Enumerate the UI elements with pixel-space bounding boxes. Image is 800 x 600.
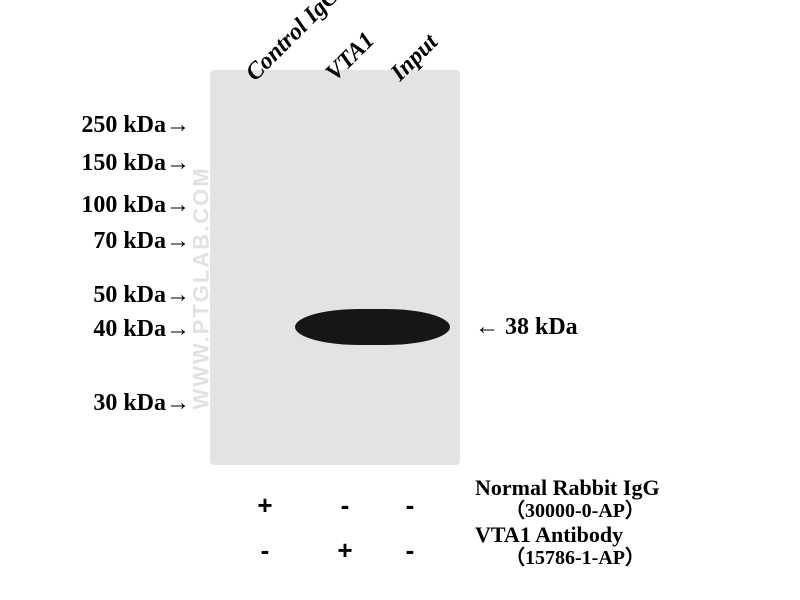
mw-marker: 40 kDa→ bbox=[45, 316, 190, 343]
arrow-right-icon: → bbox=[166, 282, 190, 309]
minus-symbol: - bbox=[255, 535, 275, 566]
mw-marker-text: 30 kDa bbox=[93, 390, 166, 416]
mw-marker-text: 250 kDa bbox=[81, 112, 166, 138]
minus-symbol: - bbox=[335, 490, 355, 521]
minus-symbol: - bbox=[400, 490, 420, 521]
mw-marker-text: 70 kDa bbox=[93, 228, 166, 254]
mw-marker-text: 40 kDa bbox=[93, 316, 166, 342]
watermark-text: WWW.PTGLAB.COM bbox=[189, 166, 215, 409]
antibody-name: Normal Rabbit IgG bbox=[475, 476, 660, 500]
plus-symbol: + bbox=[335, 535, 355, 566]
plus-symbol: + bbox=[255, 490, 275, 521]
blot-figure: WWW.PTGLAB.COM ← 38 kDa Control IgGVTA1I… bbox=[0, 0, 800, 600]
mw-marker: 100 kDa→ bbox=[45, 192, 190, 219]
observed-band-text: 38 kDa bbox=[505, 314, 578, 340]
mw-marker-text: 100 kDa bbox=[81, 192, 166, 218]
arrow-left-icon: ← bbox=[475, 314, 499, 341]
antibody-catalog: （30000-0-AP） bbox=[475, 500, 660, 522]
arrow-right-icon: → bbox=[166, 192, 190, 219]
antibody-name: VTA1 Antibody bbox=[475, 523, 645, 547]
mw-marker: 30 kDa→ bbox=[45, 390, 190, 417]
arrow-right-icon: → bbox=[166, 316, 190, 343]
mw-marker-text: 150 kDa bbox=[81, 150, 166, 176]
antibody-catalog: （15786-1-AP） bbox=[475, 547, 645, 569]
antibody-label: VTA1 Antibody（15786-1-AP） bbox=[475, 523, 645, 569]
arrow-right-icon: → bbox=[166, 228, 190, 255]
mw-marker: 150 kDa→ bbox=[45, 150, 190, 177]
protein-band bbox=[295, 309, 450, 345]
arrow-right-icon: → bbox=[166, 112, 190, 139]
mw-marker: 70 kDa→ bbox=[45, 228, 190, 255]
mw-marker: 250 kDa→ bbox=[45, 112, 190, 139]
antibody-label: Normal Rabbit IgG（30000-0-AP） bbox=[475, 476, 660, 522]
observed-band-label: ← 38 kDa bbox=[475, 314, 578, 341]
arrow-right-icon: → bbox=[166, 390, 190, 417]
arrow-right-icon: → bbox=[166, 150, 190, 177]
minus-symbol: - bbox=[400, 535, 420, 566]
blot-membrane bbox=[210, 70, 460, 465]
mw-marker: 50 kDa→ bbox=[45, 282, 190, 309]
mw-marker-text: 50 kDa bbox=[93, 282, 166, 308]
